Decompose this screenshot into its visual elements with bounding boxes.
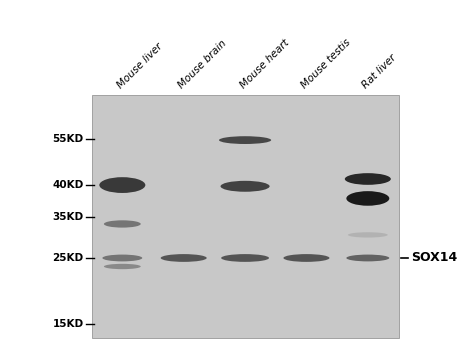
Ellipse shape <box>347 254 389 261</box>
Text: Mouse liver: Mouse liver <box>115 41 164 90</box>
Text: 40KD: 40KD <box>52 180 84 190</box>
Text: Mouse heart: Mouse heart <box>238 37 291 90</box>
Ellipse shape <box>104 220 141 228</box>
Text: Mouse brain: Mouse brain <box>177 38 229 90</box>
Text: 55KD: 55KD <box>52 134 84 144</box>
Text: SOX14: SOX14 <box>411 252 457 265</box>
Ellipse shape <box>104 264 141 269</box>
Ellipse shape <box>345 173 391 185</box>
Ellipse shape <box>221 254 269 262</box>
Ellipse shape <box>219 136 271 144</box>
Text: 25KD: 25KD <box>52 253 84 263</box>
Ellipse shape <box>102 254 142 261</box>
Ellipse shape <box>161 254 207 262</box>
Ellipse shape <box>220 181 269 192</box>
Text: Rat liver: Rat liver <box>361 52 398 90</box>
Text: 35KD: 35KD <box>52 212 84 222</box>
Ellipse shape <box>283 254 329 262</box>
Text: 15KD: 15KD <box>52 318 84 329</box>
FancyBboxPatch shape <box>92 95 398 338</box>
Ellipse shape <box>347 191 389 206</box>
Text: Mouse testis: Mouse testis <box>299 37 353 90</box>
Ellipse shape <box>99 177 145 193</box>
Ellipse shape <box>348 232 388 238</box>
